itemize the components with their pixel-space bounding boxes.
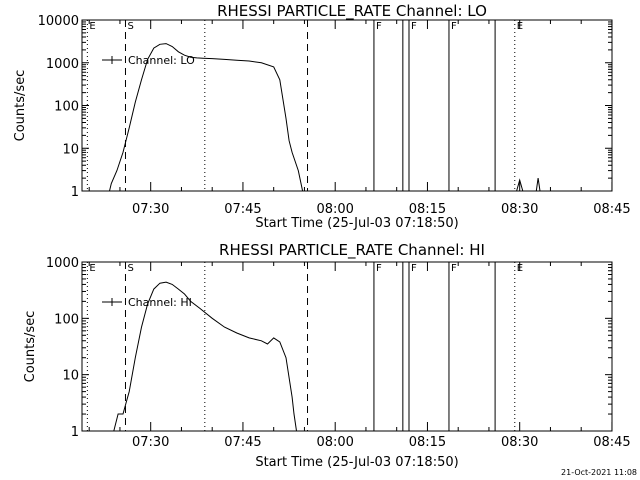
series-line	[516, 178, 524, 192]
x-tick-label: 07:30	[132, 202, 169, 217]
y-tick-label: 100	[54, 100, 79, 115]
event-marker-label: E	[89, 21, 95, 32]
x-axis-label: Start Time (25-Jul-03 07:18:50)	[255, 216, 458, 231]
event-marker-label: E	[89, 263, 95, 274]
chart-title: RHESSI PARTICLE_RATE Channel: LO	[217, 2, 487, 21]
y-tick-label: 1	[71, 425, 79, 440]
legend-label: Channel: HI	[128, 296, 192, 309]
x-tick-label: 07:45	[224, 202, 261, 217]
y-tick-label: 100	[54, 312, 79, 327]
legend-label: Channel: LO	[128, 54, 195, 67]
x-axis-label: Start Time (25-Jul-03 07:18:50)	[255, 455, 458, 470]
x-tick-label: 08:15	[409, 435, 446, 450]
y-tick-label: 1	[71, 185, 79, 200]
event-marker-label: F	[451, 263, 457, 274]
y-tick-label: 10	[62, 369, 79, 384]
x-tick-label: 07:30	[132, 435, 169, 450]
series-line	[535, 178, 541, 192]
plot-frame	[81, 19, 613, 192]
chart-title: RHESSI PARTICLE_RATE Channel: HI	[219, 241, 485, 260]
y-tick-label: 1000	[46, 57, 79, 72]
series-line	[113, 281, 297, 432]
event-marker-label: S	[127, 263, 133, 274]
x-tick-label: 08:00	[316, 435, 353, 450]
plot-frame	[81, 261, 613, 432]
x-tick-label: 08:15	[409, 202, 446, 217]
footer-timestamp: 21-Oct-2021 11:08	[561, 468, 637, 477]
series-line	[109, 43, 304, 192]
event-marker-label: F	[376, 21, 382, 32]
event-marker-label: F	[411, 21, 417, 32]
panel-lo: RHESSI PARTICLE_RATE Channel: LOESFFFE11…	[13, 2, 631, 231]
y-axis-label: Counts/sec	[13, 70, 28, 142]
y-tick-label: 1000	[46, 256, 79, 271]
x-tick-label: 08:45	[593, 435, 630, 450]
x-tick-label: 07:45	[224, 435, 261, 450]
y-tick-label: 10	[62, 142, 79, 157]
x-tick-label: 08:45	[593, 202, 630, 217]
event-marker-label: F	[411, 263, 417, 274]
y-tick-label: 10000	[38, 14, 79, 29]
panel-hi: RHESSI PARTICLE_RATE Channel: HIESFFFE11…	[23, 241, 631, 470]
x-tick-label: 08:30	[501, 435, 538, 450]
event-marker-label: F	[376, 263, 382, 274]
event-marker-label: S	[127, 21, 133, 32]
x-tick-label: 08:30	[501, 202, 538, 217]
event-marker-label: F	[451, 21, 457, 32]
x-tick-label: 08:00	[316, 202, 353, 217]
y-axis-label: Counts/sec	[23, 311, 38, 383]
